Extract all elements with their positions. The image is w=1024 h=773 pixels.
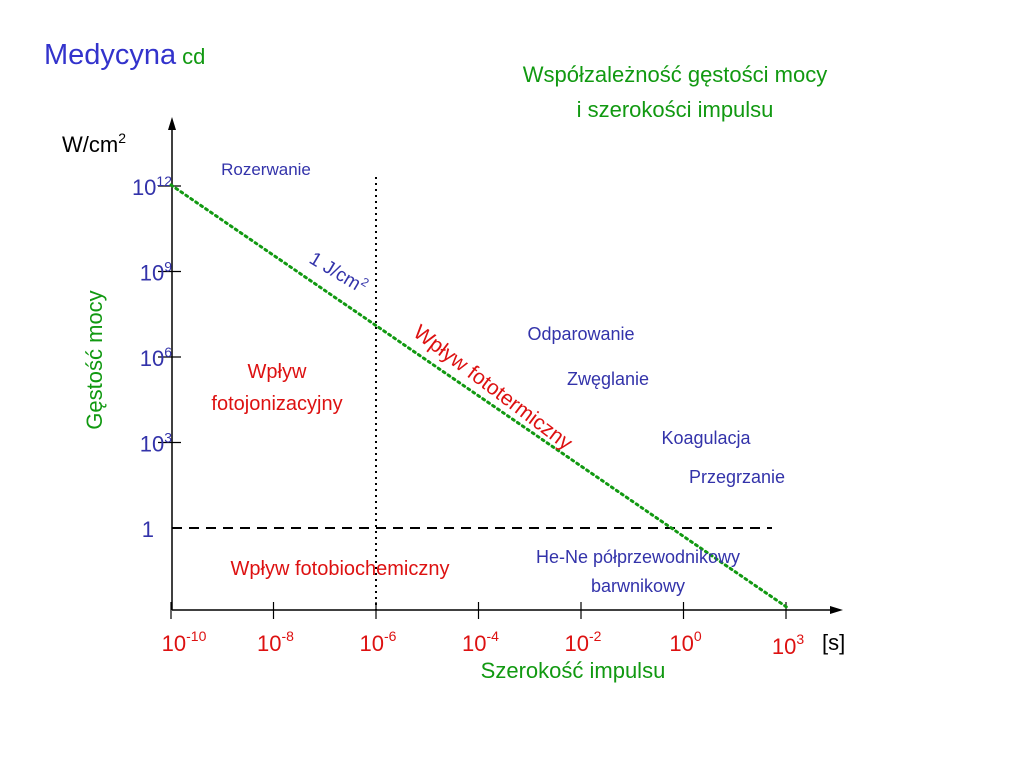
x-tick-label-exp: -4 [487, 628, 500, 644]
chart-title-line1: Współzależność gęstości mocy [523, 62, 827, 87]
series-line-label: 1 J/cm2 [305, 246, 371, 299]
y-tick-label-exp: 9 [164, 259, 172, 275]
chart-title-line2: i szerokości impulsu [577, 97, 774, 122]
y-tick-label-exp: 12 [156, 173, 172, 189]
x-tick-label-exp: -2 [589, 628, 602, 644]
y-axis-title: Gęstość mocy [82, 290, 107, 429]
x-tick-label-base: 10 [772, 634, 796, 659]
axes [168, 117, 843, 614]
x-tick-label: 100 [669, 628, 701, 656]
x-ticks: 10-10 10-8 10-6 10-4 10-2 100 103 [162, 602, 804, 659]
y-axis-arrow [168, 117, 176, 130]
y-axis-unit: W/cm2 [62, 130, 126, 157]
region-zweglanie: Zwęglanie [567, 369, 649, 389]
x-tick-label-base: 10 [162, 631, 186, 656]
region-koagulacja: Koagulacja [661, 428, 751, 448]
x-tick-label: 103 [772, 631, 804, 659]
y-tick-label: 103 [140, 430, 172, 457]
x-tick-label: 10-4 [462, 628, 499, 656]
series-group [169, 183, 790, 610]
y-tick-label-exp: 6 [164, 344, 172, 360]
x-tick-label-exp: 3 [796, 631, 804, 647]
x-tick-label-base: 10 [669, 631, 693, 656]
x-tick-label-exp: -8 [282, 628, 295, 644]
x-tick-label-exp: -6 [384, 628, 397, 644]
y-tick-label: 1012 [132, 173, 172, 200]
slide-heading: Medycyna cd [44, 39, 205, 71]
effect-fotojonizacyjny-line1: Wpływ [248, 361, 307, 383]
x-tick-label-exp: -10 [186, 628, 206, 644]
x-tick-label: 10-6 [360, 628, 397, 656]
x-tick-label-base: 10 [565, 631, 589, 656]
effect-fotobiochemiczny: Wpływ fotobiochemiczny [231, 558, 450, 580]
y-tick-label: 109 [140, 259, 172, 286]
y-tick-label-exp: 3 [164, 430, 172, 446]
x-tick-label-base: 10 [257, 631, 281, 656]
series-line-label-base: 1 J/cm [305, 248, 364, 295]
region-odparowanie: Odparowanie [527, 324, 634, 344]
slide-heading-sub: cd [182, 44, 205, 69]
x-tick-label: 10-8 [257, 628, 294, 656]
slide-heading-main: Medycyna [44, 39, 177, 71]
y-tick-label: 106 [140, 344, 172, 371]
x-axis-arrow [830, 606, 843, 614]
x-tick-label-base: 10 [360, 631, 384, 656]
region-rozerwanie: Rozerwanie [221, 160, 311, 179]
x-tick-label: 10-2 [565, 628, 602, 656]
x-tick-label: 10-10 [162, 628, 207, 656]
y-tick-label: 1 [142, 517, 154, 542]
y-axis-unit-base: W/cm [62, 132, 118, 157]
lasers-line1: He-Ne półprzewodnikowy [536, 547, 740, 567]
effect-fotojonizacyjny-line2: fotojonizacyjny [211, 393, 342, 415]
series-line [169, 183, 790, 610]
y-tick-label-base: 10 [140, 346, 164, 371]
y-tick-label-base: 10 [132, 175, 156, 200]
region-przegrzanie: Przegrzanie [689, 467, 785, 487]
y-axis-unit-exp: 2 [118, 130, 126, 146]
annotations: Rozerwanie 1 J/cm2 Wpływ fototermiczny O… [211, 160, 785, 596]
y-tick-label-base: 1 [142, 517, 154, 542]
y-tick-label-base: 10 [140, 432, 164, 457]
y-tick-label-base: 10 [140, 261, 164, 286]
x-tick-label-base: 10 [462, 631, 486, 656]
lasers-line2: barwnikowy [591, 576, 685, 596]
x-axis-unit: [s] [822, 630, 845, 655]
x-tick-label-exp: 0 [694, 628, 702, 644]
x-axis-title: Szerokość impulsu [481, 658, 666, 683]
